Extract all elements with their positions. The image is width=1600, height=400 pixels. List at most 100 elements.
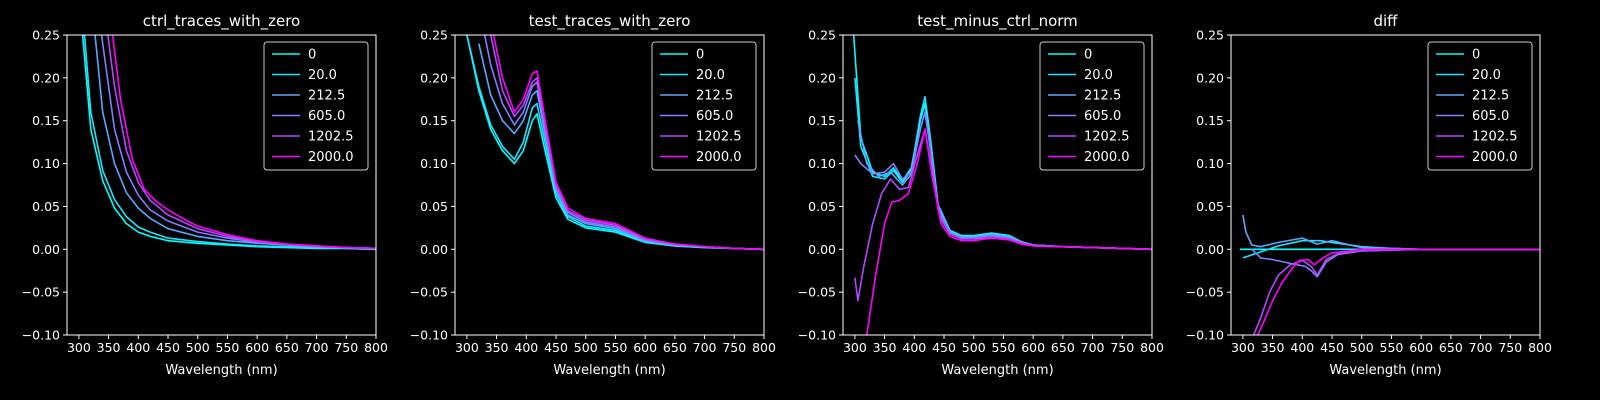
chart-panel-4: diff 300 350 400 450 500 550 600 650 700 750 800 −0.… [1186, 12, 1552, 378]
y-tick-label: −0.10 [1186, 328, 1224, 343]
axes-frame [454, 34, 765, 336]
x-tick-label: 650 [1051, 340, 1075, 355]
series-line-605-0 [100, 35, 376, 250]
axes-frame [842, 34, 1153, 336]
x-tick-label: 400 [902, 340, 926, 355]
legend-entry: 2000.0 [696, 150, 742, 165]
y-tick-label: −0.05 [798, 285, 836, 300]
y-tick-label: 0.25 [32, 28, 60, 43]
legend-entry: 20.0 [1472, 68, 1501, 83]
y-tick-label: 0.05 [1196, 199, 1224, 214]
legend-entry: 20.0 [696, 68, 725, 83]
chart-title: diff [1373, 12, 1398, 30]
axes-frame [1230, 34, 1541, 336]
chart-panel-3: test_minus_ctrl_norm 300 350 400 450 500 550 60… [798, 12, 1164, 378]
x-tick-label: 350 [873, 340, 897, 355]
legend-entry: 212.5 [1084, 89, 1121, 104]
legend: 0 20.0 212.5 605.0 1202.5 2000.0 [1427, 41, 1533, 171]
y-tick-label: 0.05 [420, 199, 448, 214]
series-line-0 [81, 35, 376, 251]
series-line-2000-0 [866, 128, 1152, 335]
x-tick-label: 550 [604, 340, 628, 355]
series-group [466, 35, 764, 251]
series-line-2000-0 [492, 35, 764, 251]
x-tick-label: 500 [962, 340, 986, 355]
chart-title: ctrl_traces_with_zero [143, 12, 300, 31]
x-tick-label: 750 [1498, 340, 1522, 355]
x-tick-label: 550 [992, 340, 1016, 355]
y-tick-label: −0.10 [798, 328, 836, 343]
x-tick-label: 800 [1140, 340, 1164, 355]
x-tick-label: 350 [97, 340, 121, 355]
y-tick-label: 0.25 [808, 28, 836, 43]
x-tick-label: 400 [514, 340, 538, 355]
x-tick-label: 350 [485, 340, 509, 355]
x-tick-label: 650 [275, 340, 299, 355]
series-line-2000-0 [1256, 248, 1540, 335]
legend-entry: 0 [1084, 48, 1092, 63]
x-tick-label: 600 [245, 340, 269, 355]
x-tick-label: 800 [1528, 340, 1552, 355]
legend-entry: 20.0 [308, 68, 337, 83]
x-axis-label: Wavelength (nm) [1329, 363, 1441, 378]
y-tick-label: 0.15 [32, 113, 60, 128]
chart-panel-2: test_traces_with_zero 300 350 400 450 500 550 6… [410, 12, 776, 378]
x-tick-label: 450 [156, 340, 180, 355]
y-tick-label: 0.25 [1196, 28, 1224, 43]
legend-entry: 1202.5 [308, 130, 354, 145]
legend-entry: 2000.0 [1084, 150, 1130, 165]
x-tick-label: 600 [1409, 340, 1433, 355]
x-tick-label: 600 [633, 340, 657, 355]
chart-title: test_minus_ctrl_norm [917, 12, 1078, 31]
x-tick-label: 550 [1380, 340, 1404, 355]
y-tick-label: −0.05 [1186, 285, 1224, 300]
axes-frame [66, 34, 377, 336]
series-line-2000-0 [111, 35, 376, 250]
series-group [81, 35, 376, 251]
series-group [852, 35, 1152, 335]
y-tick-label: 0.10 [808, 156, 836, 171]
legend-entry: 1202.5 [696, 130, 742, 145]
x-axis-label: Wavelength (nm) [165, 363, 277, 378]
series-group [1239, 214, 1540, 335]
x-tick-label: 450 [544, 340, 568, 355]
x-tick-label: 300 [67, 340, 91, 355]
legend-entry: 0 [696, 48, 704, 63]
legend-entry: 1202.5 [1084, 130, 1130, 145]
legend-entry: 20.0 [1084, 68, 1113, 83]
x-tick-label: 450 [1320, 340, 1344, 355]
y-tick-label: 0.00 [1196, 242, 1224, 257]
x-tick-label: 700 [693, 340, 717, 355]
y-tick-label: 0.25 [420, 28, 448, 43]
legend-entry: 605.0 [1472, 109, 1509, 124]
x-tick-label: 500 [186, 340, 210, 355]
x-axis-label: Wavelength (nm) [941, 363, 1053, 378]
x-tick-label: 700 [1469, 340, 1493, 355]
legend-entry: 2000.0 [1472, 150, 1518, 165]
legend-entry: 605.0 [1084, 109, 1121, 124]
x-tick-label: 300 [455, 340, 479, 355]
legend-entry: 212.5 [308, 89, 345, 104]
series-line-20-0 [83, 35, 376, 251]
y-tick-label: −0.05 [410, 285, 448, 300]
chart-panel-1: ctrl_traces_with_zero 300 350 400 450 500 550 6… [22, 12, 388, 378]
y-tick-label: 0.15 [1196, 113, 1224, 128]
legend: 0 20.0 212.5 605.0 1202.5 2000.0 [651, 41, 757, 171]
x-tick-label: 800 [364, 340, 388, 355]
legend-entry: 605.0 [696, 109, 733, 124]
x-tick-label: 550 [216, 340, 240, 355]
legend-entry: 605.0 [308, 109, 345, 124]
legend-entry: 212.5 [1472, 89, 1509, 104]
x-tick-label: 400 [1290, 340, 1314, 355]
legend-entry: 0 [1472, 48, 1480, 63]
y-tick-label: 0.15 [420, 113, 448, 128]
x-tick-label: 500 [1350, 340, 1374, 355]
x-tick-label: 700 [305, 340, 329, 355]
y-tick-label: 0.05 [32, 199, 60, 214]
y-tick-label: 0.05 [808, 199, 836, 214]
y-tick-label: 0.00 [420, 242, 448, 257]
y-tick-label: 0.20 [420, 70, 448, 85]
x-tick-label: 650 [663, 340, 687, 355]
x-axis-label: Wavelength (nm) [553, 363, 665, 378]
